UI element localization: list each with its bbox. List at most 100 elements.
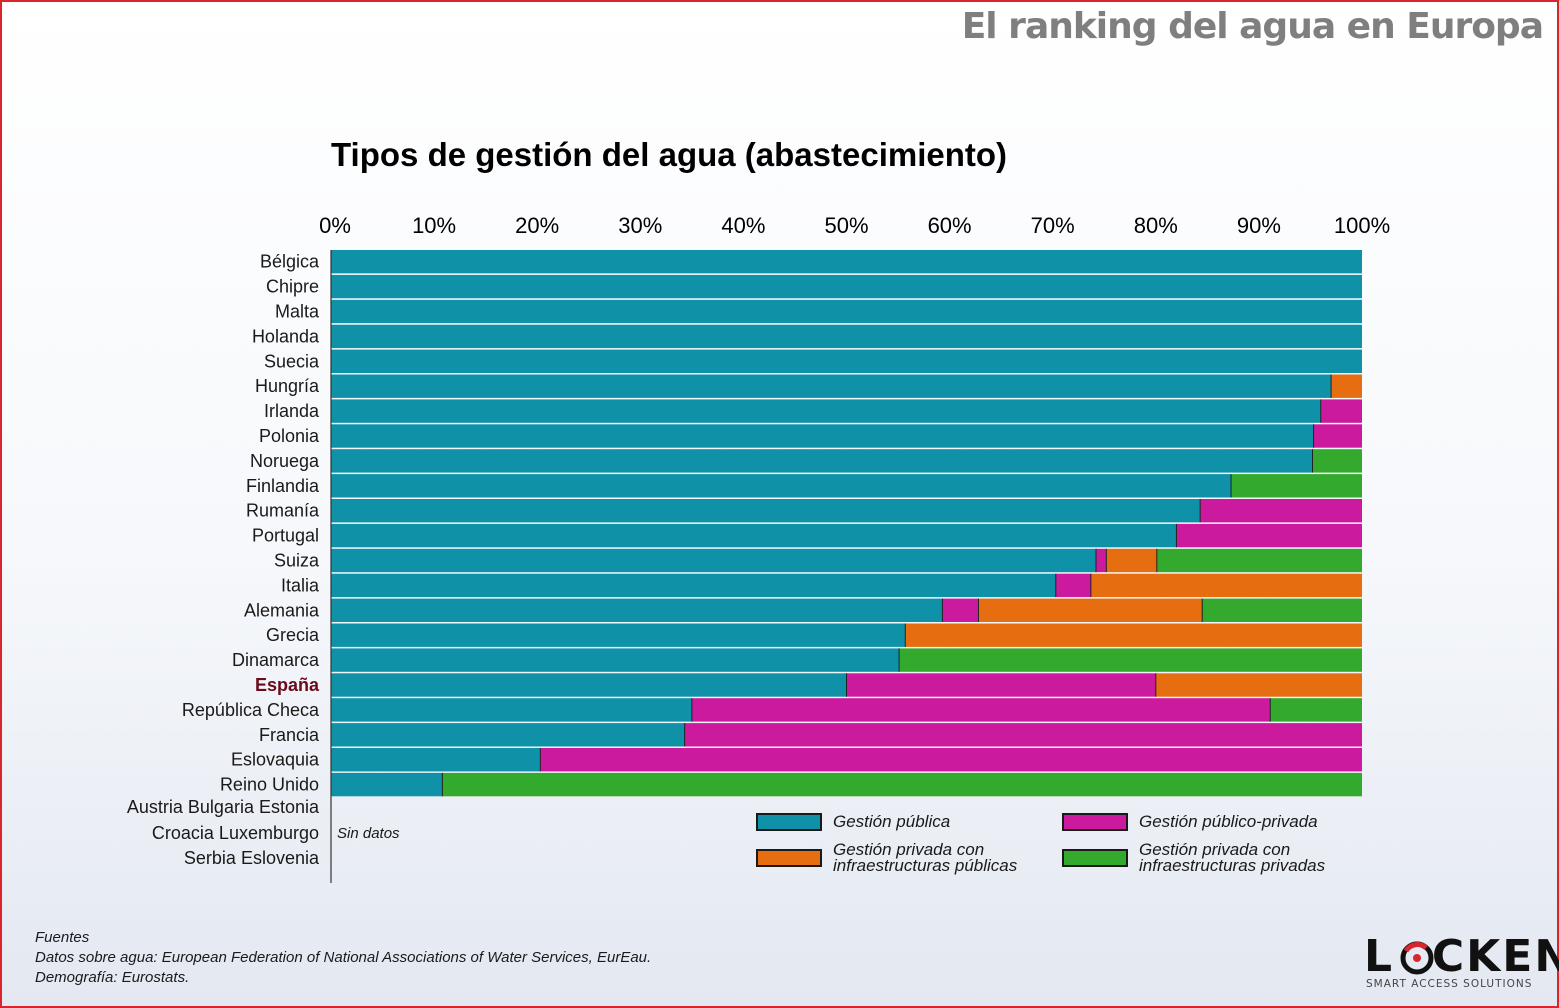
category-label: Polonia [259, 426, 320, 446]
bar-segment [1231, 474, 1362, 498]
category-label: Grecia [266, 625, 320, 645]
category-label: Malta [275, 302, 320, 322]
bar-segment [331, 399, 1321, 423]
x-tick-label: 90% [1237, 213, 1281, 238]
bar-segment [1106, 548, 1157, 573]
bar-segment [331, 324, 1362, 349]
category-label: Holanda [252, 326, 320, 346]
bar-segment [331, 374, 1332, 398]
logo-wordmark: LOCKEN [1364, 931, 1559, 982]
category-label: Portugal [252, 526, 319, 546]
bar-segment [1331, 374, 1362, 398]
sources-heading: Fuentes [35, 929, 90, 946]
x-tick-label: 0% [319, 213, 351, 238]
bar-segment [684, 723, 1362, 747]
category-label: Chipre [266, 277, 319, 297]
sources-line: Demografía: Eurostats. [35, 969, 190, 986]
bar-segment [1200, 499, 1362, 523]
bar-segment [1320, 399, 1362, 423]
bar-segment [331, 523, 1177, 548]
x-tick-label: 10% [412, 213, 456, 238]
bar-segment [942, 598, 979, 622]
bar-segment [691, 698, 1271, 722]
category-label: Bélgica [260, 252, 320, 272]
sources: Fuentes Datos sobre agua: European Feder… [35, 928, 651, 988]
bar-segment [846, 673, 1156, 697]
category-label: Suiza [274, 551, 320, 571]
category-label: Noruega [250, 451, 320, 471]
chart-title: Tipos de gestión del agua (abastecimient… [331, 136, 1008, 173]
bar-segment [331, 424, 1314, 448]
x-tick-label: 60% [928, 213, 972, 238]
bar-segment [1155, 673, 1362, 697]
x-tick-label: 40% [721, 213, 765, 238]
bar-segment [1176, 523, 1362, 548]
legend-item-publico-privada: Gestión público-privada [1062, 813, 1318, 831]
locken-logo: LOCKEN SMART ACCESS SOLUTIONS [1364, 934, 1559, 992]
logo-tagline: SMART ACCESS SOLUTIONS [1366, 978, 1533, 990]
bar-segment [331, 474, 1232, 498]
no-data-row: Serbia Eslovenia [183, 848, 319, 868]
legend-swatch [1062, 849, 1128, 867]
bar-segment [331, 250, 1362, 274]
no-data-row: Austria Bulgaria Estonia [126, 797, 319, 817]
legend-swatch [756, 813, 822, 831]
x-tick-label: 70% [1031, 213, 1075, 238]
category-label: Francia [259, 725, 320, 745]
bar-segment [978, 598, 1203, 622]
bar-segment [442, 772, 1362, 797]
category-label: Hungría [255, 376, 320, 396]
category-label: Finlandia [246, 476, 320, 496]
bar-segment [1313, 424, 1362, 448]
bar-segment [331, 499, 1201, 523]
sources-line: Datos sobre agua: European Federation of… [35, 949, 652, 966]
category-label: España [255, 675, 320, 695]
x-tick-label: 30% [618, 213, 662, 238]
bar-segment [331, 698, 692, 722]
bar-segment [1055, 573, 1091, 598]
bar-segment [1270, 698, 1362, 722]
bar-segment [540, 748, 1362, 772]
legend-label: Gestión público-privada [1139, 812, 1318, 831]
category-label: Alemania [244, 600, 320, 620]
bar-segment [331, 673, 847, 697]
legend-swatch [756, 849, 822, 867]
category-label: Italia [281, 575, 320, 595]
category-label: República Checa [182, 700, 320, 720]
category-label: Eslovaquia [231, 750, 320, 770]
legend-label: Gestión pública [833, 812, 951, 831]
bar-segment [1156, 548, 1362, 573]
bar-segment [331, 449, 1313, 473]
no-data-row: Croacia Luxemburgo [151, 823, 319, 843]
bar-segment [905, 623, 1362, 647]
x-tick-label: 20% [515, 213, 559, 238]
legend-label: Gestión privada con infraestructuras púb… [833, 840, 1018, 875]
bar-segment [331, 772, 443, 797]
no-data-note: Sin datos [337, 825, 400, 842]
x-tick-label: 100% [1334, 213, 1390, 238]
logo-ring-icon [1400, 941, 1434, 975]
legend-item-privada-infra-publicas: Gestión privada con infraestructuras púb… [756, 840, 1018, 875]
bar-segment [1312, 449, 1362, 473]
bar-segment [331, 573, 1056, 598]
category-label: Irlanda [264, 401, 320, 421]
bar-segment [331, 349, 1362, 373]
bar-segment [1202, 598, 1362, 622]
bar-segment [331, 748, 541, 772]
bar-segment [331, 299, 1362, 324]
bar-segment [331, 623, 906, 647]
category-label: Dinamarca [232, 650, 320, 670]
bar-segment [331, 723, 685, 747]
bar-segment [1096, 548, 1107, 573]
bar-segment [899, 648, 1362, 672]
bar-segment [331, 648, 900, 672]
legend-label: Gestión privada con infraestructuras pri… [1139, 840, 1326, 875]
category-label: Rumanía [246, 501, 320, 521]
header-title: El ranking del agua en Europa [961, 6, 1544, 47]
legend-item-publica: Gestión pública [756, 813, 950, 831]
category-label: Suecia [264, 351, 320, 371]
legend-item-privada-infra-privadas: Gestión privada con infraestructuras pri… [1062, 840, 1326, 875]
category-label: Reino Unido [220, 775, 319, 795]
x-tick-label: 50% [824, 213, 868, 238]
